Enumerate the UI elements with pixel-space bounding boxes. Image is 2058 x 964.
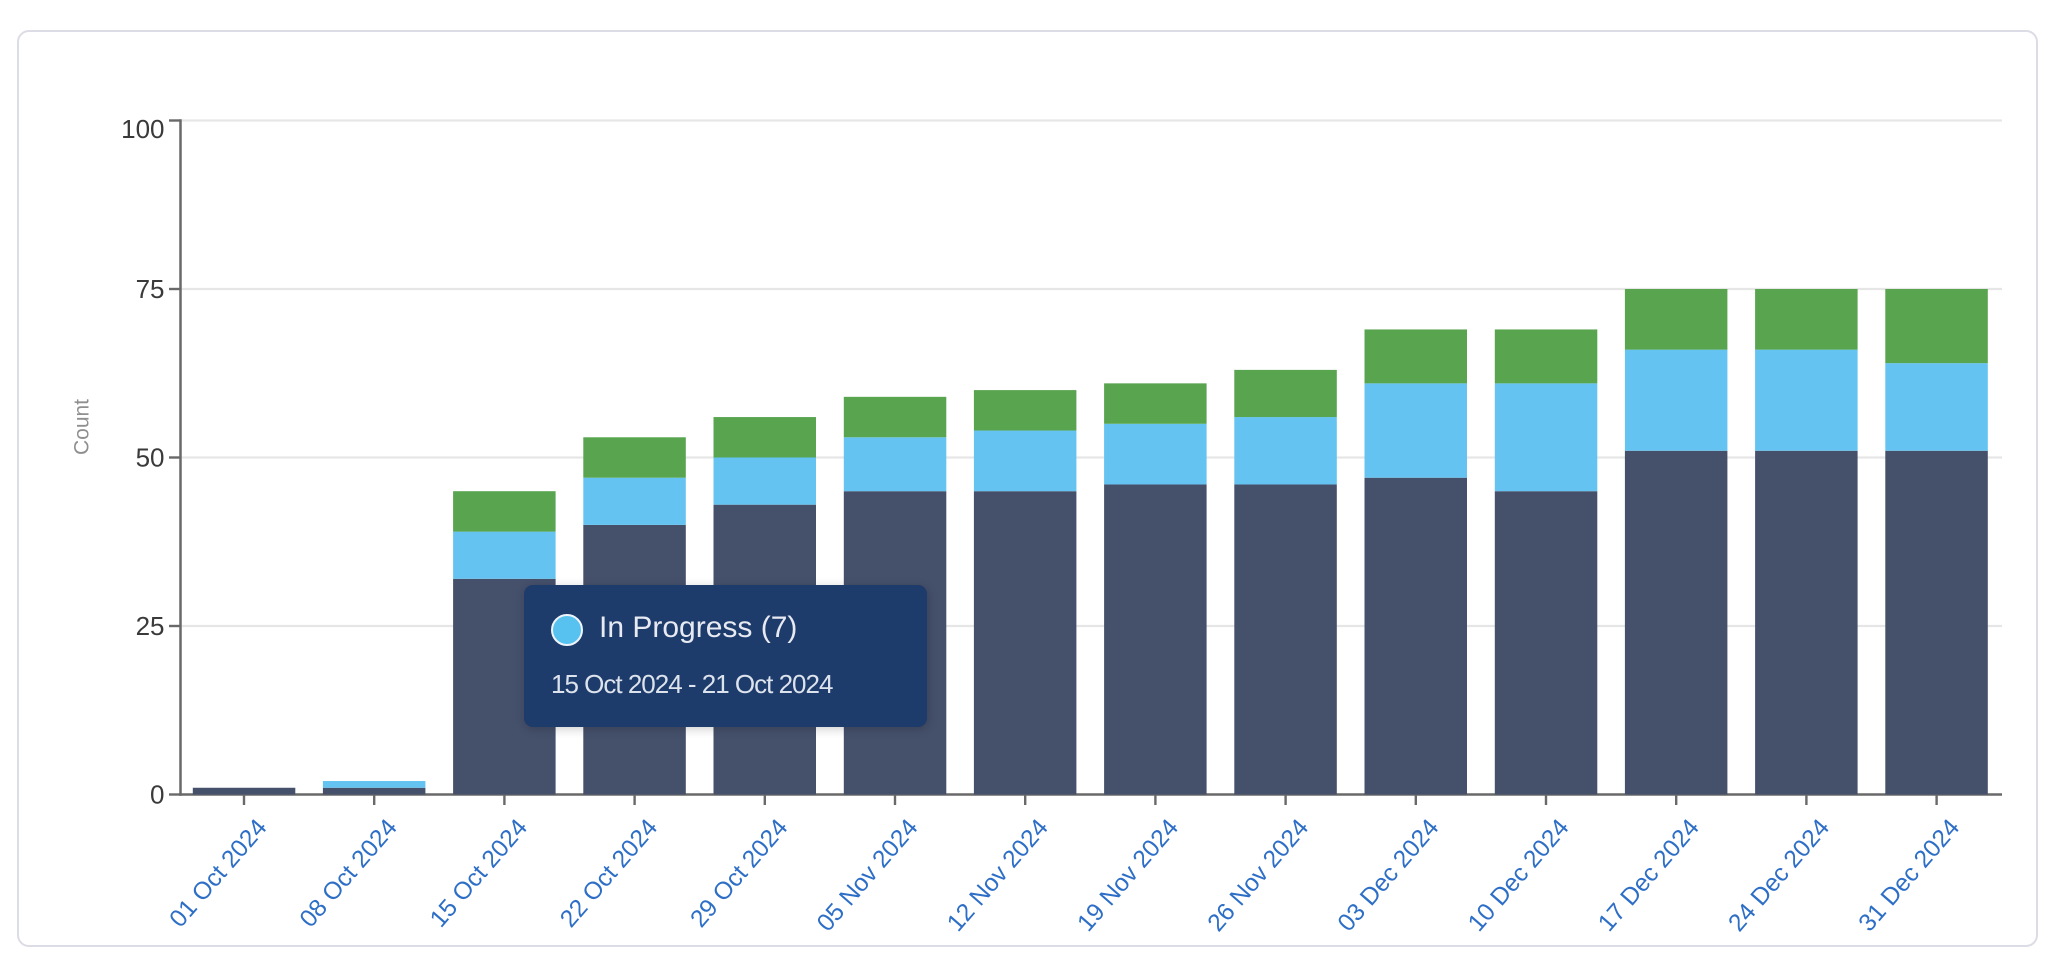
svg-text:75: 75 <box>136 274 165 304</box>
svg-text:31 Dec 2024: 31 Dec 2024 <box>1854 814 1966 937</box>
svg-text:05 Nov 2024: 05 Nov 2024 <box>812 814 924 937</box>
svg-text:Count: Count <box>71 399 94 455</box>
svg-text:12 Nov 2024: 12 Nov 2024 <box>942 814 1054 937</box>
svg-text:17 Dec 2024: 17 Dec 2024 <box>1593 814 1705 937</box>
svg-text:0: 0 <box>150 780 164 810</box>
svg-text:03 Dec 2024: 03 Dec 2024 <box>1333 814 1445 937</box>
svg-text:15 Oct 2024: 15 Oct 2024 <box>425 814 533 932</box>
svg-text:25: 25 <box>136 611 165 641</box>
svg-text:19 Nov 2024: 19 Nov 2024 <box>1072 814 1184 937</box>
svg-text:26 Nov 2024: 26 Nov 2024 <box>1203 814 1315 937</box>
svg-text:01 Oct 2024: 01 Oct 2024 <box>165 814 273 932</box>
svg-text:08 Oct 2024: 08 Oct 2024 <box>295 814 403 932</box>
svg-text:29 Oct 2024: 29 Oct 2024 <box>685 814 793 932</box>
svg-text:22 Oct 2024: 22 Oct 2024 <box>555 814 663 932</box>
svg-text:50: 50 <box>136 443 165 473</box>
svg-text:100: 100 <box>121 114 164 144</box>
svg-text:24 Dec 2024: 24 Dec 2024 <box>1723 814 1835 937</box>
svg-text:10 Dec 2024: 10 Dec 2024 <box>1463 814 1575 937</box>
